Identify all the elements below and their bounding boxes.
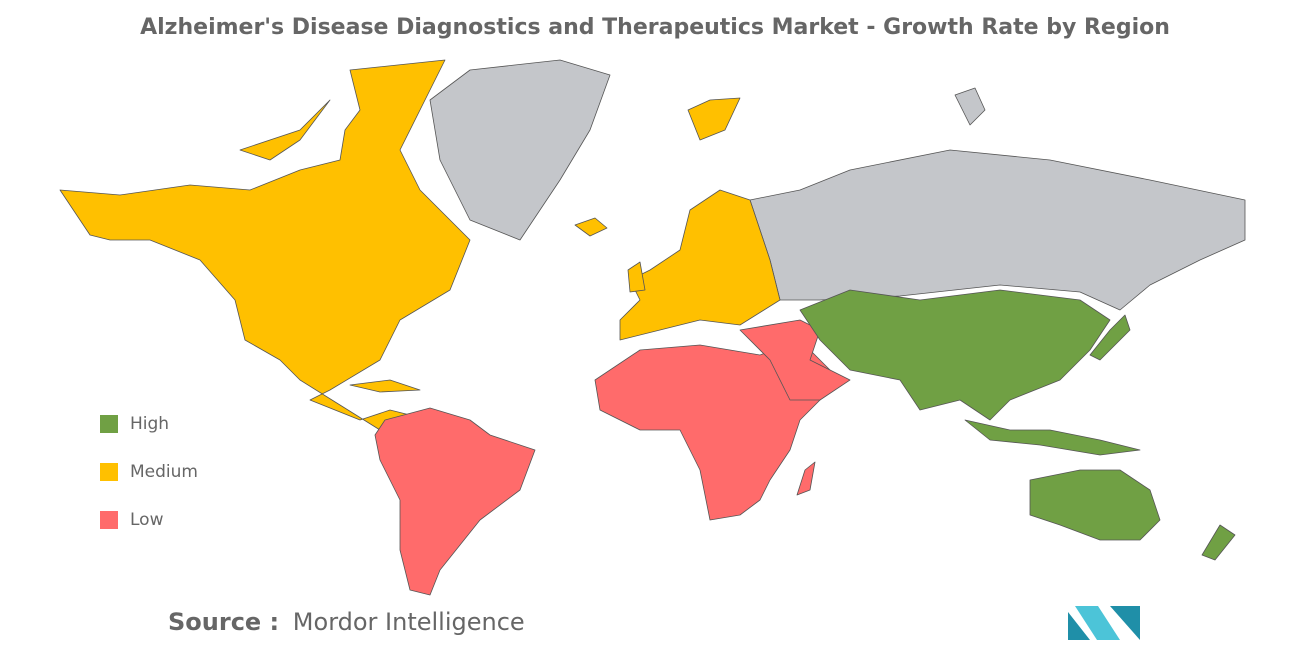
- australia: [1029, 469, 1161, 541]
- iceland: [574, 217, 608, 237]
- greenland: [429, 59, 611, 241]
- middle-east: [739, 319, 851, 401]
- uk: [627, 261, 646, 293]
- logo: [1068, 606, 1140, 640]
- svalbard: [687, 97, 741, 141]
- south-america: [374, 407, 536, 596]
- japan: [1089, 314, 1131, 361]
- source-name: Mordor Intelligence: [293, 608, 525, 636]
- legend-label: Low: [130, 510, 164, 530]
- source: Source : Mordor Intelligence: [168, 608, 525, 636]
- legend-label: Medium: [130, 462, 198, 482]
- russia: [749, 149, 1246, 311]
- arctic-canada: [239, 99, 331, 161]
- madagascar: [796, 461, 816, 496]
- legend-swatch: [100, 415, 118, 433]
- source-label: Source :: [168, 608, 279, 636]
- world-map: [59, 59, 1246, 596]
- arctic-island: [954, 87, 986, 126]
- legend-label: High: [130, 414, 169, 434]
- legend: High Medium Low: [100, 414, 198, 530]
- legend-swatch: [100, 463, 118, 481]
- europe: [619, 189, 781, 341]
- north-america: [59, 59, 471, 431]
- africa: [594, 339, 841, 521]
- title: Alzheimer's Disease Diagnostics and Ther…: [140, 15, 1170, 40]
- caribbean: [349, 379, 421, 393]
- indonesia: [964, 419, 1141, 456]
- new-zealand: [1201, 524, 1236, 561]
- asia: [799, 289, 1111, 421]
- legend-swatch: [100, 511, 118, 529]
